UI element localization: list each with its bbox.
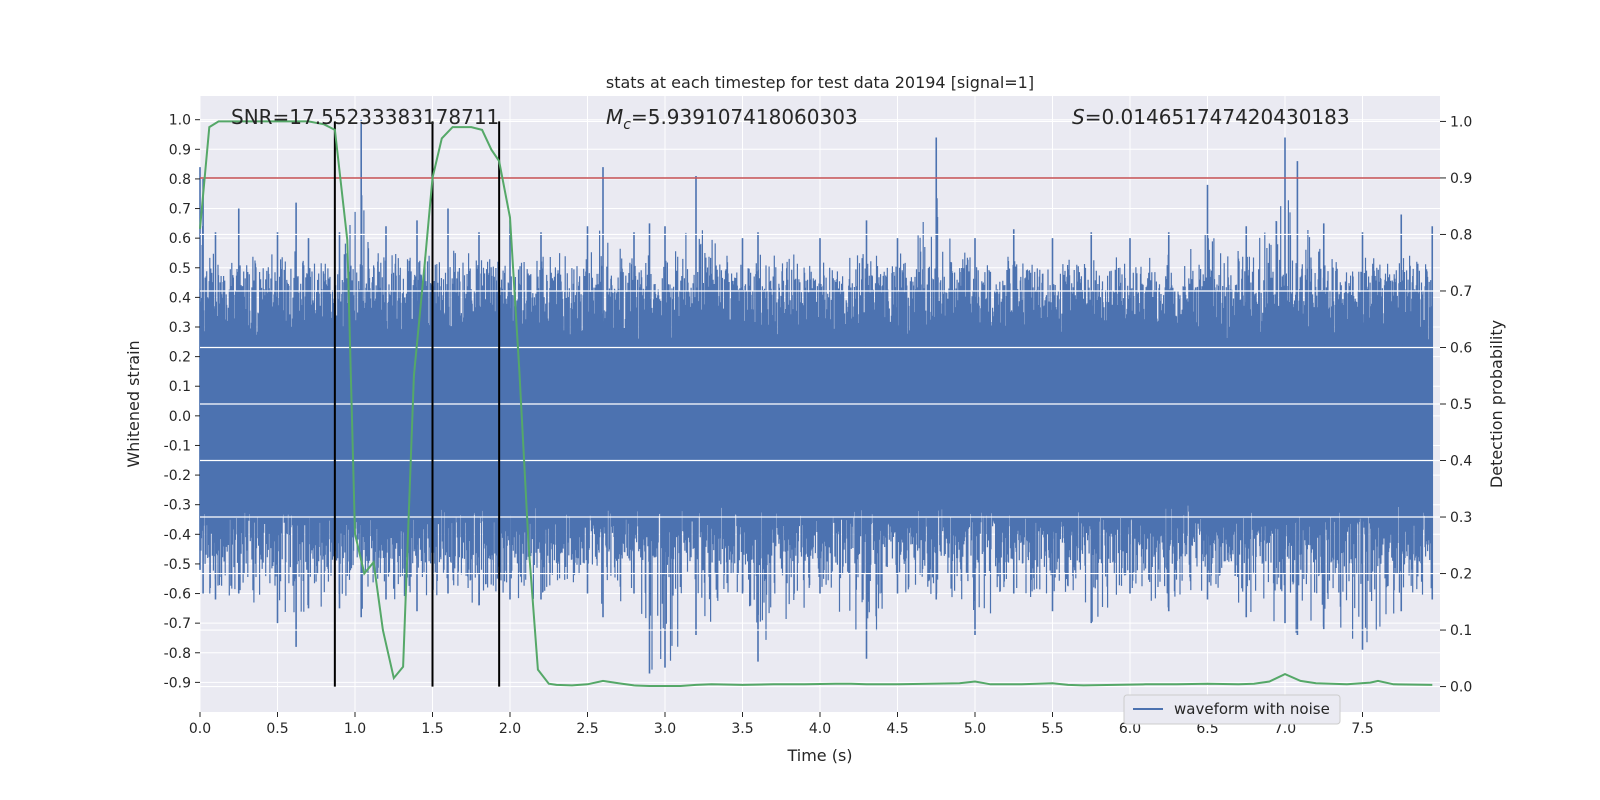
y-left-tick-label: 0.0 xyxy=(169,409,191,425)
x-tick-label: 4.5 xyxy=(886,721,908,737)
vertical-markers xyxy=(333,121,501,687)
s-annotation: S=0.014651747420430183 xyxy=(1072,105,1350,129)
legend-label-waveform: waveform with noise xyxy=(1174,700,1330,718)
y-right-axis-ticks: 1.0 0.9 0.8 0.7 0.6 0.5 0.4 0.3 0.2 0.1 0.0 xyxy=(1440,114,1472,696)
waveform-series xyxy=(199,119,1440,688)
y-left-tick-label: 0.5 xyxy=(169,261,191,277)
x-tick-label: 3.0 xyxy=(654,721,676,737)
x-tick-label: 0.0 xyxy=(189,721,211,737)
x-tick-label: 7.0 xyxy=(1274,721,1296,737)
y-right-tick-label: 0.3 xyxy=(1450,510,1472,526)
y-left-tick-label: 0.8 xyxy=(169,172,191,188)
y-right-tick-label: 0.9 xyxy=(1450,171,1472,187)
y-left-tick-label: 1.0 xyxy=(169,113,191,129)
x-axis-label: Time (s) xyxy=(786,746,852,765)
y-left-tick-label: 0.6 xyxy=(169,231,191,247)
y-left-tick-label: -0.5 xyxy=(164,557,191,573)
y-left-tick-label: -0.1 xyxy=(164,438,191,454)
probability-line xyxy=(199,120,1433,687)
waveform-core xyxy=(200,344,1433,505)
chirp-mass-annotation: Mc=5.939107418060303 xyxy=(606,105,858,133)
x-tick-label: 4.0 xyxy=(809,721,831,737)
x-tick-label: 7.5 xyxy=(1351,721,1373,737)
x-tick-label: 5.5 xyxy=(1041,721,1063,737)
y-left-tick-label: 0.3 xyxy=(169,320,191,336)
y-left-tick-label: -0.4 xyxy=(164,527,191,543)
legend-box xyxy=(1123,694,1341,725)
y-left-tick-label: 0.4 xyxy=(169,290,191,306)
y-left-tick-label: -0.8 xyxy=(164,646,191,662)
y-left-tick-label: -0.6 xyxy=(164,587,191,603)
y-left-tick-label: 0.9 xyxy=(169,142,191,158)
y-left-tick-label: 0.7 xyxy=(169,202,191,218)
y-right-tick-label: 0.5 xyxy=(1450,397,1472,413)
y-right-tick-label: 0.1 xyxy=(1450,623,1472,639)
x-tick-label: 6.0 xyxy=(1119,721,1141,737)
chart-title: stats at each timestep for test data 201… xyxy=(606,73,1034,92)
y-left-axis-ticks: 1.0 0.9 0.8 0.7 0.6 0.5 0.4 0.3 0.2 0.1 0.0 -0.1 -0.… xyxy=(164,113,200,691)
x-tick-label: 1.5 xyxy=(421,721,443,737)
y-left-tick-label: 0.2 xyxy=(169,350,191,366)
y-left-tick-label: -0.7 xyxy=(164,616,191,632)
y-right-tick-label: 0.6 xyxy=(1450,340,1472,356)
probability-series xyxy=(199,120,1433,687)
y-left-tick-label: -0.3 xyxy=(164,498,191,514)
y-right-tick-label: 0.7 xyxy=(1450,284,1472,300)
legend: waveform with noise xyxy=(1123,694,1341,725)
x-tick-label: 2.5 xyxy=(576,721,598,737)
x-tick-label: 1.0 xyxy=(344,721,366,737)
y-left-tick-label: 0.1 xyxy=(169,379,191,395)
y-left-tick-label: -0.2 xyxy=(164,468,191,484)
y-right-tick-label: 0.4 xyxy=(1450,454,1472,470)
y-left-tick-label: -0.9 xyxy=(164,675,191,691)
x-tick-label: 5.0 xyxy=(964,721,986,737)
y-right-tick-label: 0.2 xyxy=(1450,567,1472,583)
y-left-axis-label: Whitened strain xyxy=(124,340,143,467)
x-tick-label: 0.5 xyxy=(266,721,288,737)
x-tick-label: 3.5 xyxy=(731,721,753,737)
y-right-tick-label: 0.0 xyxy=(1450,680,1472,696)
x-tick-label: 2.0 xyxy=(499,721,521,737)
y-right-tick-label: 0.8 xyxy=(1450,227,1472,243)
snr-annotation: SNR=17.55233383178711 xyxy=(231,105,499,129)
y-right-tick-label: 1.0 xyxy=(1450,114,1472,130)
y-right-axis-label: Detection probability xyxy=(1487,320,1506,488)
x-tick-label: 6.5 xyxy=(1196,721,1218,737)
